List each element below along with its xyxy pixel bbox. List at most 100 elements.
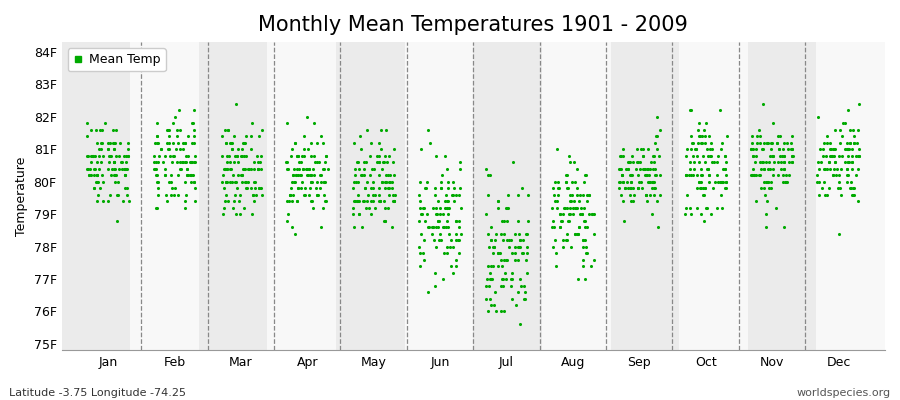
Point [431, 218, 446, 224]
Point [565, 192, 580, 198]
Point [248, 178, 262, 185]
Point [483, 302, 498, 308]
Point [230, 178, 244, 185]
Text: worldspecies.org: worldspecies.org [796, 388, 891, 398]
Point [689, 146, 704, 152]
Point [692, 178, 706, 185]
Point [184, 159, 198, 165]
Point [491, 198, 506, 204]
Point [108, 172, 122, 178]
Point [174, 166, 188, 172]
Point [510, 256, 525, 263]
Point [231, 172, 246, 178]
Point [374, 126, 389, 133]
Point [482, 276, 497, 282]
Point [774, 166, 788, 172]
Point [428, 243, 443, 250]
Point [298, 192, 312, 198]
Point [679, 172, 693, 178]
Point [746, 152, 760, 159]
Point [118, 172, 132, 178]
Point [90, 140, 104, 146]
Point [785, 159, 799, 165]
Point [484, 276, 499, 282]
Point [440, 166, 454, 172]
Point [647, 185, 662, 191]
Point [87, 185, 102, 191]
Point [237, 204, 251, 211]
Point [652, 172, 667, 178]
Point [582, 211, 597, 217]
Point [249, 192, 264, 198]
Point [562, 204, 577, 211]
Point [95, 178, 110, 185]
Point [166, 152, 180, 159]
Point [553, 224, 567, 230]
Point [288, 140, 302, 146]
Point [118, 172, 132, 178]
Point [284, 224, 299, 230]
Point [553, 211, 567, 217]
Point [152, 152, 166, 159]
Point [412, 178, 427, 185]
Point [578, 237, 592, 243]
Point [172, 107, 186, 114]
Point [623, 159, 637, 165]
Point [252, 185, 266, 191]
Point [698, 133, 712, 140]
Point [627, 192, 642, 198]
Point [572, 224, 586, 230]
Point [91, 192, 105, 198]
Point [230, 152, 244, 159]
Point [448, 218, 463, 224]
Point [550, 198, 564, 204]
Point [715, 140, 729, 146]
Point [479, 295, 493, 302]
Point [184, 120, 199, 126]
Point [445, 192, 459, 198]
Point [646, 178, 661, 185]
Point [847, 140, 861, 146]
Point [222, 140, 237, 146]
Point [433, 204, 447, 211]
Point [717, 152, 732, 159]
Point [511, 243, 526, 250]
Point [358, 159, 373, 165]
Point [304, 198, 319, 204]
Point [116, 198, 130, 204]
Point [652, 192, 667, 198]
Point [293, 172, 308, 178]
Point [287, 140, 302, 146]
Point [840, 166, 854, 172]
Point [702, 178, 716, 185]
Point [90, 198, 104, 204]
Point [318, 178, 332, 185]
Point [718, 178, 733, 185]
Point [289, 172, 303, 178]
Point [350, 198, 365, 204]
Point [162, 146, 176, 152]
Point [228, 192, 242, 198]
Point [785, 159, 799, 165]
Point [346, 224, 361, 230]
Point [570, 230, 584, 237]
Point [706, 185, 720, 191]
Point [693, 133, 707, 140]
Point [254, 152, 268, 159]
Point [120, 166, 134, 172]
Point [846, 192, 860, 198]
Point [255, 126, 269, 133]
Point [428, 204, 443, 211]
Point [844, 178, 859, 185]
Point [378, 178, 392, 185]
Point [638, 172, 652, 178]
Point [718, 185, 733, 191]
Point [280, 159, 294, 165]
Point [544, 204, 559, 211]
Point [757, 140, 771, 146]
Point [772, 152, 787, 159]
Point [187, 140, 202, 146]
Point [89, 178, 104, 185]
Point [317, 192, 331, 198]
Point [80, 133, 94, 140]
